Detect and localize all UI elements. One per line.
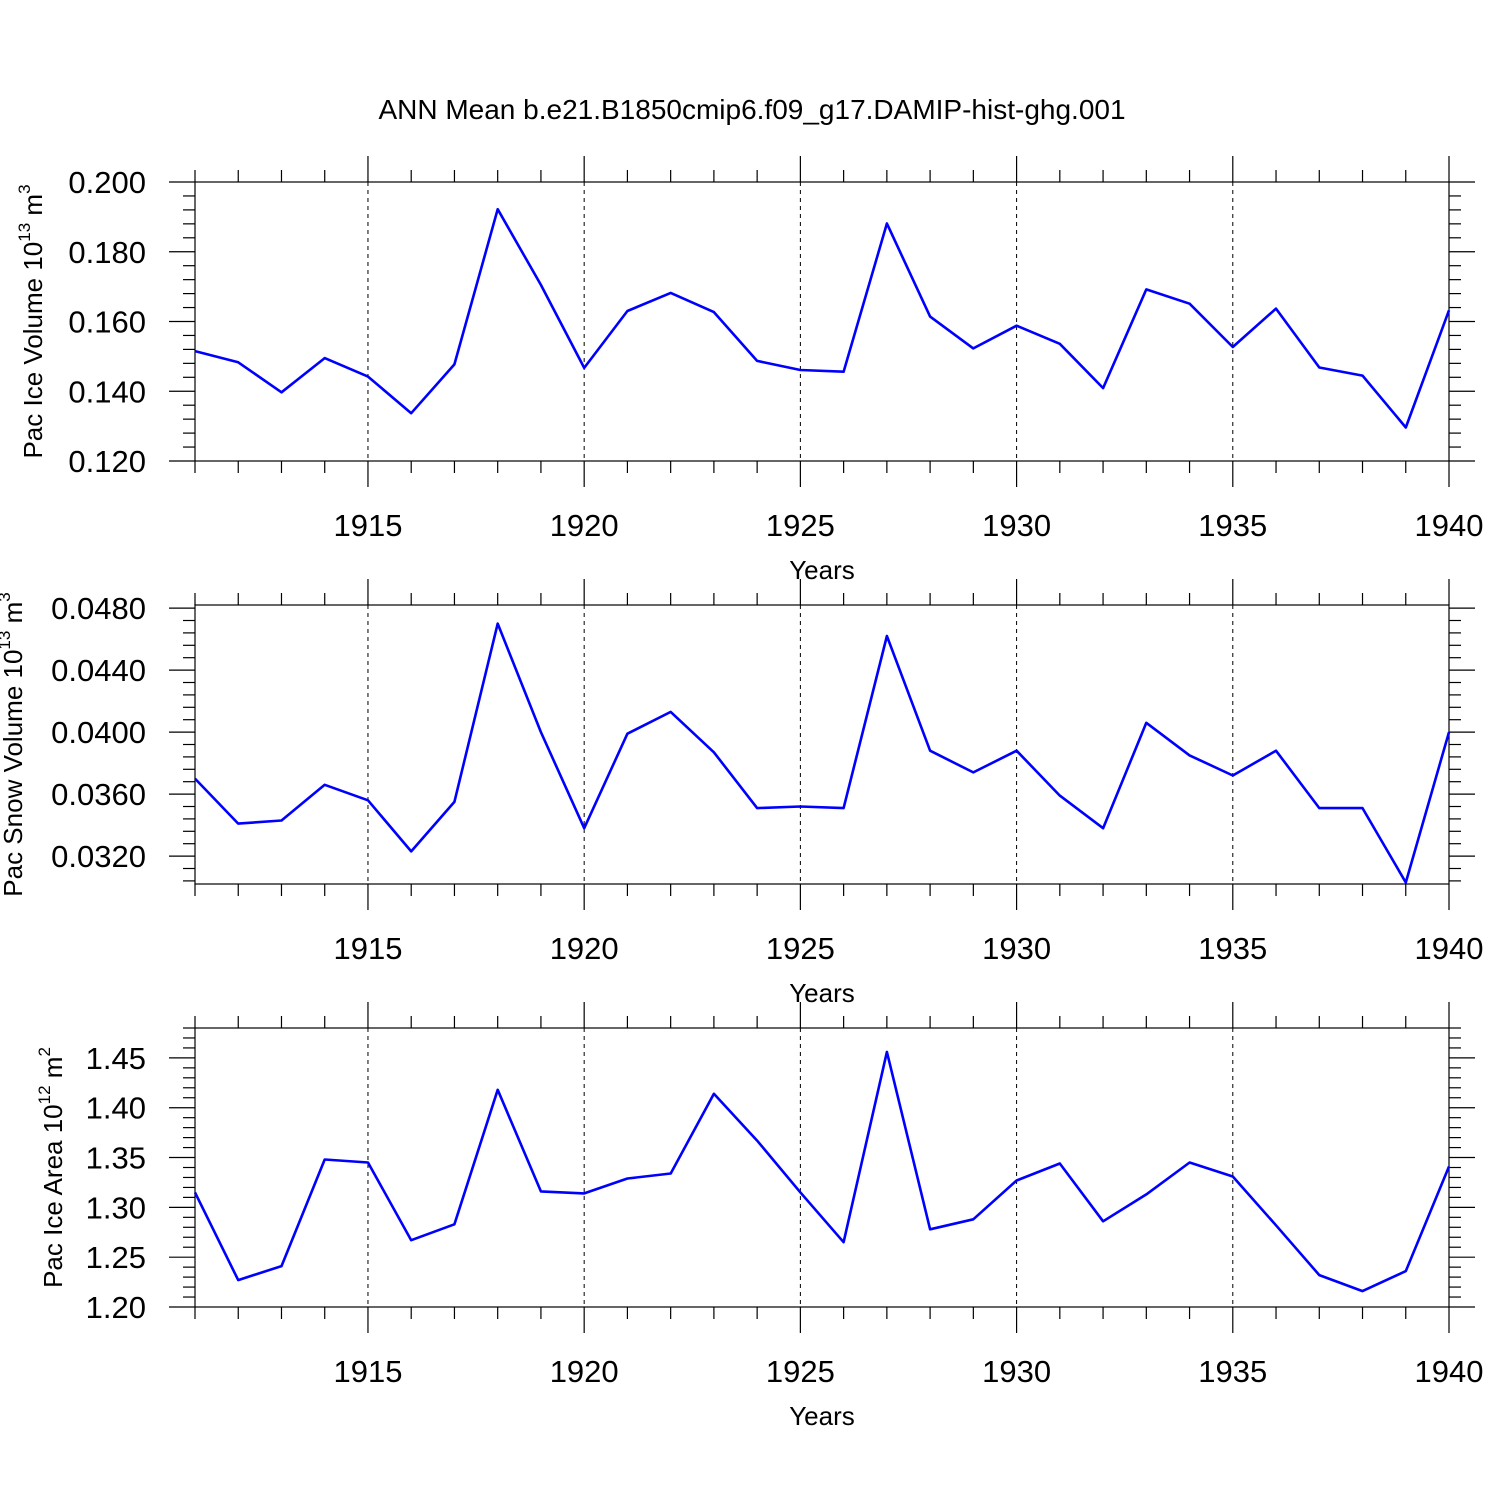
y-tick-label: 0.0320 <box>51 839 146 874</box>
chart-title: ANN Mean b.e21.B1850cmip6.f09_g17.DAMIP-… <box>378 94 1125 125</box>
x-tick-label: 1930 <box>982 1354 1051 1389</box>
x-tick-label: 1915 <box>333 1354 402 1389</box>
x-tick-label: 1920 <box>550 508 619 543</box>
y-tick-label: 0.0440 <box>51 653 146 688</box>
x-tick-label: 1935 <box>1198 1354 1267 1389</box>
x-tick-label: 1925 <box>766 1354 835 1389</box>
y-tick-label: 0.0400 <box>51 715 146 750</box>
y-label-unit: m <box>18 194 48 223</box>
y-tick-label: 1.40 <box>86 1091 146 1126</box>
y-label-unit-exponent: 3 <box>0 592 14 601</box>
y-axis-label: Pac Snow Volume 1013 m3 <box>0 592 28 896</box>
series-line <box>193 1050 1451 1293</box>
y-tick-label: 1.30 <box>86 1190 146 1225</box>
x-axis-label: Years <box>789 1401 855 1431</box>
series-line <box>194 207 1451 429</box>
y-label-unit: m <box>0 602 28 631</box>
y-tick-label: 0.200 <box>68 165 146 200</box>
x-tick-label: 1940 <box>1415 508 1484 543</box>
panel-3: 1915 1920 1925 1930 1935 1940 Years 1.20 1.25 1.3… <box>35 1002 1483 1431</box>
x-axis-label: Years <box>789 555 855 585</box>
y-tick-label: 0.0480 <box>51 591 146 626</box>
y-label-unit-exponent: 2 <box>35 1047 54 1056</box>
y-axis-label: Pac Ice Area 1012 m2 <box>35 1047 68 1288</box>
y-label-exponent: 13 <box>0 631 14 650</box>
x-tick-label: 1940 <box>1415 1354 1484 1389</box>
x-tick-label: 1925 <box>766 508 835 543</box>
x-axis-label: Years <box>789 978 855 1008</box>
y-label-exponent: 12 <box>35 1085 54 1104</box>
y-tick-label: 1.45 <box>86 1041 146 1076</box>
x-tick-label: 1935 <box>1198 508 1267 543</box>
x-tick-label: 1925 <box>766 931 835 966</box>
y-label-exponent: 13 <box>15 223 34 242</box>
y-label-text: Pac Ice Area 10 <box>38 1104 68 1288</box>
y-label-unit: m <box>38 1057 68 1086</box>
panel-2: 1915 1920 1925 1930 1935 1940 Years 0.0320 0.036… <box>0 579 1483 1008</box>
x-tick-label: 1930 <box>982 508 1051 543</box>
x-tick-label: 1930 <box>982 931 1051 966</box>
x-tick-label: 1915 <box>333 508 402 543</box>
y-tick-label: 0.140 <box>68 374 146 409</box>
x-tick-label: 1940 <box>1415 931 1484 966</box>
y-axis-label: Pac Ice Volume 1013 m3 <box>15 184 48 458</box>
x-tick-label: 1915 <box>333 931 402 966</box>
y-label-text: Pac Snow Volume 10 <box>0 650 28 897</box>
plot-frame <box>194 604 1450 885</box>
panel-1: 1915 1920 1925 1930 1935 1940 Years 0.120 0.140 0… <box>15 156 1483 585</box>
series-line <box>194 622 1451 884</box>
y-tick-label: 0.160 <box>68 305 146 340</box>
y-tick-label: 1.25 <box>86 1240 146 1275</box>
y-tick-label: 1.35 <box>86 1141 146 1176</box>
y-tick-label: 0.180 <box>68 235 146 270</box>
y-tick-label: 0.0360 <box>51 777 146 812</box>
x-tick-label: 1935 <box>1198 931 1267 966</box>
y-tick-label: 0.120 <box>68 444 146 479</box>
y-tick-label: 1.20 <box>86 1290 146 1325</box>
y-label-text: Pac Ice Volume 10 <box>18 242 48 459</box>
plot-frame <box>194 1027 1450 1308</box>
x-tick-label: 1920 <box>550 1354 619 1389</box>
y-label-unit-exponent: 3 <box>15 184 34 193</box>
x-tick-label: 1920 <box>550 931 619 966</box>
